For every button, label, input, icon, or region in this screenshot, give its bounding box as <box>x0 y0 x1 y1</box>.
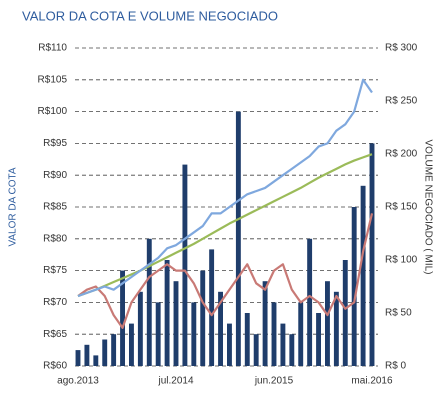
bar <box>307 238 313 366</box>
y2-tick-label: R$ 100 <box>385 255 418 266</box>
bar <box>155 302 161 366</box>
bar <box>75 350 81 366</box>
y-tick-label: R$70 <box>43 297 67 308</box>
bar <box>298 302 304 366</box>
bar <box>342 260 348 366</box>
bar <box>369 143 375 366</box>
y-tick-label: R$100 <box>38 106 68 117</box>
bar <box>316 313 321 366</box>
x-tick-label: ago.2013 <box>57 376 99 387</box>
y-tick-label: R$90 <box>43 170 67 181</box>
y2-tick-label: R$ 250 <box>385 96 418 107</box>
bar <box>289 334 295 366</box>
y-tick-label: R$80 <box>43 233 67 244</box>
x-tick-label: jun.2015 <box>254 376 294 387</box>
bar <box>164 260 170 366</box>
y2-tick-label: R$ 300 <box>385 43 418 54</box>
x-tick-label: mai.2016 <box>351 376 393 387</box>
bar <box>271 302 277 366</box>
bar <box>244 313 250 366</box>
bar <box>227 323 232 366</box>
y2-axis-label: VOLUME NEGOCIADO ( MIL) <box>422 139 433 274</box>
bar <box>182 164 188 366</box>
line <box>77 78 373 298</box>
bar <box>351 207 357 366</box>
bar <box>280 323 286 366</box>
bar <box>102 339 108 366</box>
y-tick-label: R$85 <box>43 202 67 213</box>
bar <box>262 281 268 366</box>
bar <box>325 281 330 366</box>
y2-tick-label: R$ 150 <box>385 202 418 213</box>
y-tick-label: R$95 <box>43 138 67 149</box>
y2-tick-label: R$ 50 <box>385 308 412 319</box>
bar <box>209 249 215 366</box>
y2-tick-label: R$ 0 <box>385 361 407 372</box>
line <box>77 213 374 329</box>
x-tick-label: jul.2014 <box>157 376 193 387</box>
y-tick-label: R$60 <box>43 361 67 372</box>
y-tick-label: R$75 <box>43 265 67 276</box>
bar <box>129 323 134 366</box>
bar <box>137 291 143 366</box>
bar <box>235 111 241 366</box>
bar <box>120 270 125 366</box>
bar <box>111 334 117 366</box>
line <box>77 153 373 298</box>
y-axis-label: VALOR DA COTA <box>8 167 19 246</box>
bar <box>333 291 339 366</box>
bar <box>360 185 366 366</box>
bar <box>218 291 223 366</box>
y-tick-label: R$105 <box>38 74 68 85</box>
bar <box>253 334 259 366</box>
chart-title: VALOR DA COTA E VOLUME NEGOCIADO <box>22 8 278 23</box>
bar <box>200 270 206 366</box>
y2-tick-label: R$ 200 <box>385 149 418 160</box>
bar <box>173 281 179 366</box>
y-tick-label: R$65 <box>43 329 67 340</box>
y-tick-label: R$110 <box>38 43 67 54</box>
bar <box>146 238 152 366</box>
bar <box>191 302 197 366</box>
bar <box>93 355 99 366</box>
bar <box>84 344 90 366</box>
